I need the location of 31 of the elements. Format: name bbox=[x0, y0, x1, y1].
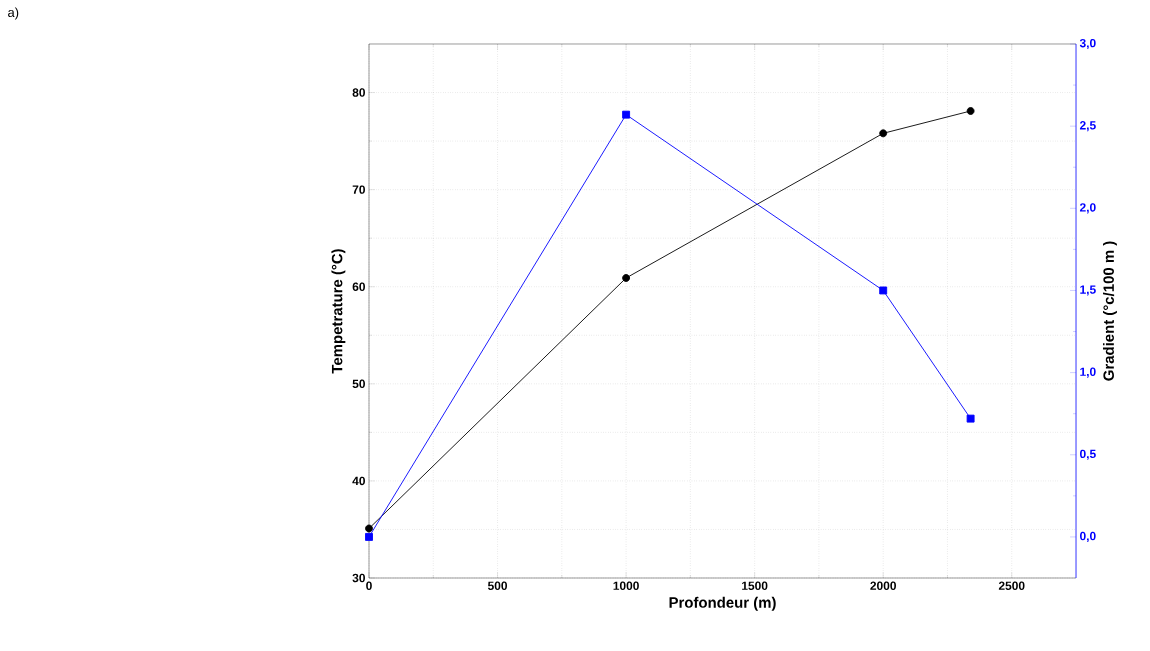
y2-tick-label: 2,0 bbox=[1079, 203, 1096, 214]
y2-tick-label: 2,5 bbox=[1079, 121, 1096, 132]
x-axis-title: Profondeur (m) bbox=[669, 596, 776, 611]
y-axis-title: Tempetrature (°C) bbox=[331, 249, 346, 374]
y-tick-label: 80 bbox=[352, 88, 365, 97]
x-tick-label: 500 bbox=[487, 581, 508, 590]
point bbox=[622, 110, 631, 119]
y2-tick-label: 0,5 bbox=[1080, 449, 1096, 460]
y2-tick-label: 1,0 bbox=[1080, 367, 1096, 378]
y-tick-label: 40 bbox=[352, 476, 365, 486]
point bbox=[622, 274, 631, 282]
point bbox=[365, 532, 373, 541]
point bbox=[966, 107, 975, 115]
point bbox=[365, 524, 373, 533]
x-tick-label: 1500 bbox=[742, 581, 768, 590]
point bbox=[879, 129, 888, 138]
point bbox=[879, 286, 888, 295]
y-tick-label: 60 bbox=[352, 282, 365, 291]
y2-axis-title: Gradient (°c/100 m ) bbox=[1102, 241, 1117, 381]
y2-tick-label: 1,5 bbox=[1080, 285, 1096, 296]
point bbox=[966, 414, 975, 423]
y2-tick-label: 3,0 bbox=[1079, 38, 1096, 50]
text: a) bbox=[8, 7, 19, 20]
y-tick-label: 50 bbox=[352, 379, 365, 389]
x-tick-label: 2000 bbox=[870, 581, 896, 590]
x-tick-label: 2500 bbox=[998, 581, 1025, 590]
y-tick-label: 70 bbox=[352, 185, 365, 194]
x-tick-label: 0 bbox=[366, 581, 372, 590]
y-tick-label: 30 bbox=[352, 573, 365, 583]
y2-tick-label: 0,0 bbox=[1080, 531, 1096, 543]
x-tick-label: 1000 bbox=[613, 581, 639, 590]
